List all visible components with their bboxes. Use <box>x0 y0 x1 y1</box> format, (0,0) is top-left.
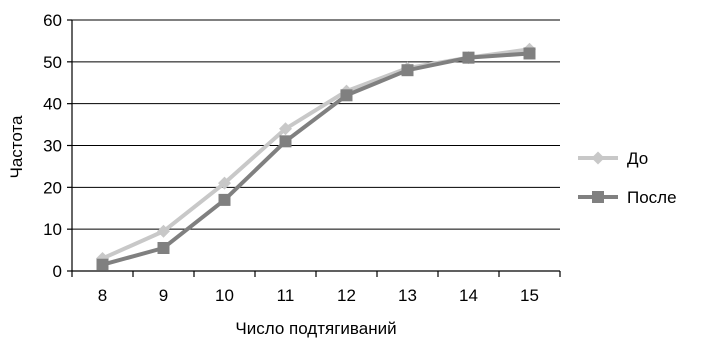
y-axis-title: Частота <box>7 115 26 179</box>
x-tick-labels: 8 9 10 11 12 13 14 15 <box>98 286 539 305</box>
legend: До После <box>578 149 677 207</box>
x-axis-title: Число подтягиваний <box>235 319 396 338</box>
gridlines <box>72 19 560 230</box>
x-tick-label: 9 <box>159 286 168 305</box>
legend-label-posle: После <box>627 188 677 207</box>
x-tick-label: 8 <box>98 286 107 305</box>
y-tick-label: 10 <box>43 220 62 239</box>
y-tick-label: 60 <box>43 11 62 30</box>
data-point-square <box>279 135 292 148</box>
legend-item-do: До <box>578 149 648 168</box>
series-0 <box>96 42 536 265</box>
axes <box>67 19 561 277</box>
y-tick-label: 30 <box>43 137 62 156</box>
series <box>96 42 536 271</box>
y-tick-labels: 0 10 20 30 40 50 60 <box>43 11 62 281</box>
data-point-square <box>462 51 475 64</box>
y-tick-label: 0 <box>53 262 62 281</box>
data-point-diamond <box>218 176 231 190</box>
series-1 <box>96 47 536 271</box>
y-tick-label: 20 <box>43 178 62 197</box>
data-point-square <box>401 64 414 77</box>
x-tick-label: 15 <box>520 286 539 305</box>
x-tick-label: 10 <box>215 286 234 305</box>
legend-item-posle: После <box>578 188 677 207</box>
series-line <box>101 51 530 267</box>
y-tick-label: 40 <box>43 95 62 114</box>
legend-marker-do <box>591 151 605 165</box>
y-tick-label: 50 <box>43 53 62 72</box>
legend-marker-posle <box>592 191 604 203</box>
data-point-square <box>157 241 170 254</box>
data-point-diamond <box>157 224 170 238</box>
data-point-diamond <box>279 122 292 136</box>
data-point-square <box>218 193 231 206</box>
x-tick-label: 13 <box>398 286 417 305</box>
x-tick-label: 11 <box>277 286 295 305</box>
data-point-square <box>523 47 536 60</box>
legend-label-do: До <box>627 149 648 168</box>
x-tick-label: 14 <box>459 286 478 305</box>
series-line <box>101 47 530 261</box>
data-point-square <box>340 89 353 102</box>
data-point-square <box>96 258 109 271</box>
x-tick-label: 12 <box>337 286 356 305</box>
